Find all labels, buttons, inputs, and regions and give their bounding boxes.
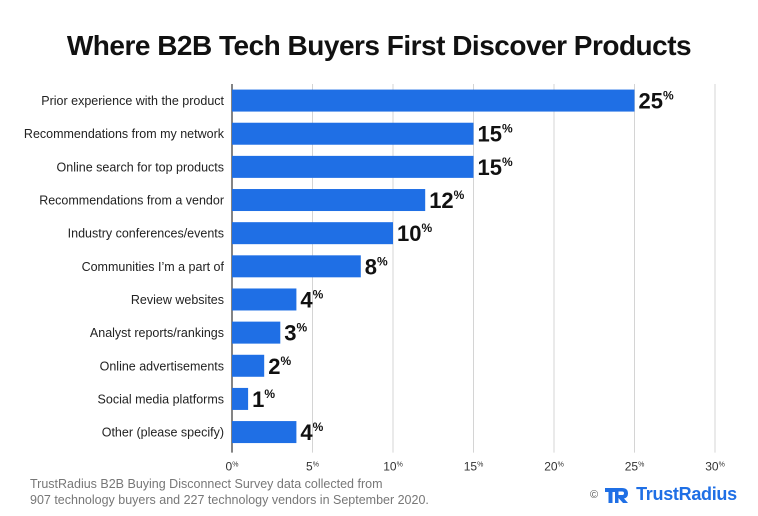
brand-name: TrustRadius [636, 484, 737, 504]
data-label: 8% [365, 254, 388, 279]
data-label: 3% [284, 321, 307, 346]
category-label: Communities I’m a part of [82, 260, 225, 274]
bar [232, 354, 265, 377]
category-label: Prior experience with the product [41, 94, 224, 108]
category-label: Analyst reports/rankings [90, 326, 224, 340]
category-label: Online search for top products [57, 160, 224, 174]
x-tick-label: 20% [544, 460, 564, 474]
chart-title: Where B2B Tech Buyers First Discover Pro… [66, 30, 692, 61]
bar [232, 222, 393, 245]
bar [232, 189, 426, 212]
bar [232, 421, 297, 444]
bar [232, 387, 249, 410]
bar [232, 155, 474, 178]
category-label: Other (please specify) [102, 426, 224, 440]
brand-logo: © TrustRadius [590, 484, 737, 505]
data-label: 25% [639, 89, 674, 114]
data-label: 4% [300, 420, 323, 445]
data-label: 4% [300, 287, 323, 312]
footnote-line-1: TrustRadius B2B Buying Disconnect Survey… [30, 477, 383, 491]
footnote: TrustRadius B2B Buying Disconnect Survey… [30, 476, 429, 508]
data-label: 10% [397, 221, 432, 246]
x-tick-label: 30% [705, 460, 725, 474]
data-label: 12% [429, 188, 464, 213]
data-label: 15% [478, 122, 513, 147]
x-tick-label: 5% [306, 460, 319, 474]
bar [232, 255, 361, 278]
x-tick-label: 25% [625, 460, 645, 474]
category-label: Recommendations from a vendor [39, 194, 224, 208]
bar [232, 89, 635, 112]
category-label: Review websites [131, 293, 224, 307]
bar [232, 321, 281, 344]
category-label: Industry conferences/events [68, 227, 224, 241]
data-label: 1% [252, 387, 275, 412]
footnote-line-2: 907 technology buyers and 227 technology… [30, 493, 429, 507]
x-tick-label: 15% [464, 460, 484, 474]
bar [232, 122, 474, 145]
trustradius-logo-icon [605, 487, 629, 503]
x-tick-label: 10% [383, 460, 403, 474]
category-label: Online advertisements [100, 359, 224, 373]
data-label: 2% [268, 354, 291, 379]
data-label: 15% [478, 155, 513, 180]
category-label: Social media platforms [98, 392, 224, 406]
category-label: Recommendations from my network [24, 127, 225, 141]
copyright-symbol: © [590, 488, 599, 501]
bar [232, 288, 297, 311]
x-tick-label: 0% [226, 460, 239, 474]
